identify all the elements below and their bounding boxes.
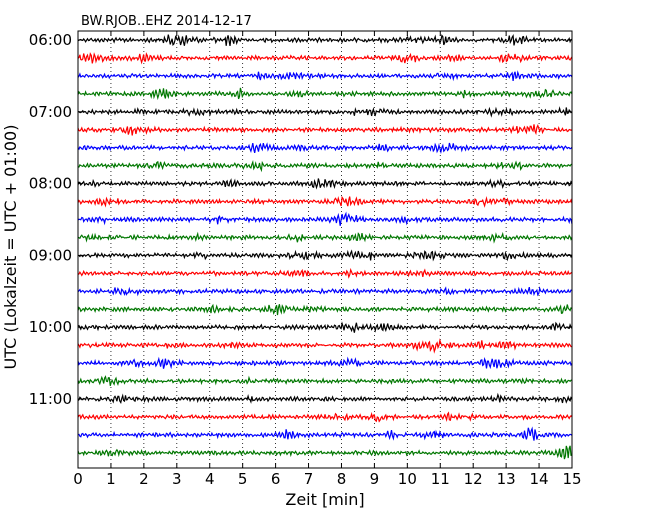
seismogram-trace <box>77 249 573 262</box>
seismogram-trace <box>77 124 573 136</box>
chart-title: BW.RJOB..EHZ 2014-12-17 <box>81 14 252 29</box>
x-tick-label: 5 <box>238 470 248 488</box>
y-tick-label: 10:00 <box>29 318 72 336</box>
seismogram-trace <box>77 87 573 101</box>
vertical-gridlines <box>110 31 540 468</box>
seismogram-trace <box>77 356 573 370</box>
plot-frame <box>77 30 573 469</box>
seismogram-trace <box>77 375 573 387</box>
seismogram-trace <box>77 34 573 47</box>
x-tick-label: 12 <box>464 470 483 488</box>
x-tick-label: 7 <box>304 470 314 488</box>
x-tick-label: 13 <box>497 470 516 488</box>
seismogram-trace <box>77 106 573 118</box>
x-axis-label: Zeit [min] <box>285 490 364 509</box>
seismogram-trace <box>77 231 573 244</box>
y-tick-label: 11:00 <box>29 390 72 408</box>
seismogram-trace <box>77 70 573 82</box>
y-tick-label: 07:00 <box>29 103 72 121</box>
y-axis-label: UTC (Lokalzeit = UTC + 01:00) <box>1 125 20 370</box>
seismogram-trace <box>77 286 573 297</box>
y-tick-label: 08:00 <box>29 175 72 193</box>
x-tick-label: 2 <box>139 470 149 488</box>
x-axis-ticks: 0 1 2 3 4 5 6 7 8 9 10 11 12 13 14 15 <box>73 31 582 488</box>
x-tick-label: 6 <box>271 470 281 488</box>
x-tick-label: 10 <box>398 470 417 488</box>
seismogram-trace <box>77 338 573 354</box>
seismogram-trace <box>77 392 573 405</box>
seismogram-trace <box>77 321 573 333</box>
x-tick-label: 1 <box>106 470 116 488</box>
seismogram-trace <box>77 195 573 208</box>
x-tick-label: 3 <box>172 470 182 488</box>
seismogram-traces <box>77 34 573 460</box>
seismogram-trace <box>77 267 573 279</box>
x-tick-label: 4 <box>205 470 215 488</box>
x-tick-label: 11 <box>431 470 450 488</box>
x-tick-label: 9 <box>370 470 380 488</box>
seismogram-trace <box>77 159 573 173</box>
x-tick-label: 0 <box>73 470 83 488</box>
seismogram-trace <box>77 177 573 190</box>
seismogram-trace <box>77 142 573 155</box>
seismogram-trace <box>77 411 573 423</box>
x-tick-label: 8 <box>337 470 347 488</box>
seismogram-trace <box>77 211 573 226</box>
y-tick-label: 09:00 <box>29 246 72 264</box>
seismogram-trace <box>77 303 573 316</box>
x-tick-label: 14 <box>530 470 549 488</box>
seismogram-trace <box>77 445 573 460</box>
seismogram-trace <box>77 426 573 441</box>
x-tick-label: 15 <box>562 470 581 488</box>
y-axis-ticks: 06:00 07:00 08:00 09:00 10:00 11:00 <box>29 31 572 408</box>
seismogram-trace <box>77 52 573 65</box>
y-tick-label: 06:00 <box>29 31 72 49</box>
